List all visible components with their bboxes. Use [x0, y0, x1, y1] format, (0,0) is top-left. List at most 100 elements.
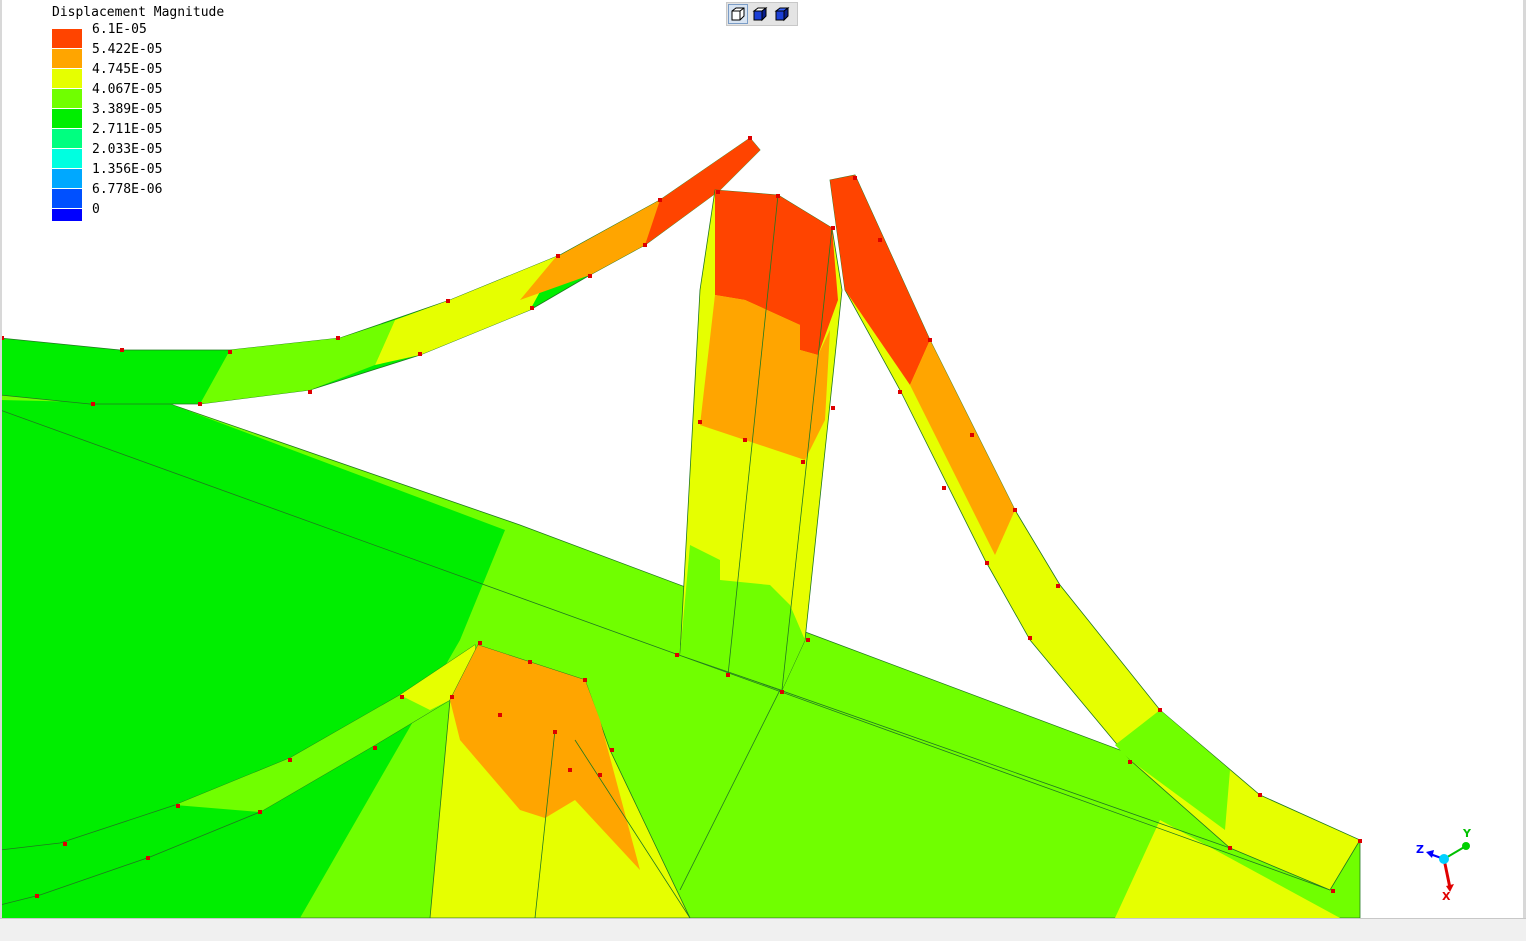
mesh-node [120, 348, 124, 352]
mesh-node [598, 773, 602, 777]
center-column-red [715, 190, 838, 355]
legend-title: Displacement Magnitude [52, 5, 225, 20]
mesh-node [308, 390, 312, 394]
mesh-node [450, 695, 454, 699]
mesh-node [658, 198, 662, 202]
mesh-node [176, 804, 180, 808]
mesh-node [35, 894, 39, 898]
mesh-node [1331, 889, 1335, 893]
mesh-node [1013, 508, 1017, 512]
mesh-node [258, 810, 262, 814]
mesh-node [1358, 839, 1362, 843]
mesh-node [418, 352, 422, 356]
upper-left-strut-red [645, 138, 760, 245]
legend-row: 4.745E-05 [52, 62, 224, 88]
upper-left-strut-lightgreen [200, 320, 395, 404]
mesh-node [831, 406, 835, 410]
solid-cube-icon [774, 7, 790, 22]
mesh-node [146, 856, 150, 860]
base-plate-yellow-zone [1115, 820, 1340, 918]
legend-row: 5.422E-05 [52, 42, 224, 68]
mesh-node [801, 460, 805, 464]
right-strut-red [830, 175, 930, 385]
mesh-node [831, 226, 835, 230]
legend-row: 0 [52, 202, 224, 222]
legend-row: 2.033E-05 [52, 142, 224, 168]
mesh-node [1128, 760, 1132, 764]
mesh-node [1158, 708, 1162, 712]
legend-swatch [52, 169, 82, 188]
legend-value: 3.389E-05 [92, 102, 163, 117]
legend-row: 6.1E-05 [52, 22, 224, 48]
viewport-frame-left [0, 0, 2, 918]
mesh-node [743, 438, 747, 442]
mesh-node [553, 730, 557, 734]
mesh-node [446, 299, 450, 303]
triad-x-label: X [1442, 890, 1451, 903]
legend-value: 2.033E-05 [92, 142, 163, 157]
mesh-node [878, 238, 882, 242]
mesh-node [1228, 846, 1232, 850]
mesh-node [780, 690, 784, 694]
mesh-node [610, 748, 614, 752]
mesh-node [1028, 636, 1032, 640]
legend-row: 6.778E-06 [52, 182, 224, 208]
status-bar [0, 918, 1526, 941]
legend-swatch [52, 109, 82, 128]
mesh-node [985, 561, 989, 565]
legend-swatch [52, 129, 82, 148]
legend-swatch [52, 29, 82, 48]
mesh-node [63, 842, 67, 846]
mesh-node [588, 274, 592, 278]
mesh-node [556, 254, 560, 258]
mesh-node [898, 390, 902, 394]
legend-value: 2.711E-05 [92, 122, 163, 137]
mesh-node [853, 176, 857, 180]
legend-swatch [52, 69, 82, 88]
legend-value: 5.422E-05 [92, 42, 163, 57]
legend-swatch [52, 89, 82, 108]
legend-row: 3.389E-05 [52, 102, 224, 128]
legend-value: 6.1E-05 [92, 22, 147, 37]
mesh-node [942, 486, 946, 490]
mesh-node [698, 420, 702, 424]
right-strut-orange [910, 340, 1015, 555]
mesh-node [643, 243, 647, 247]
mesh-node [675, 653, 679, 657]
legend-swatch [52, 209, 82, 221]
right-strut-green [1115, 710, 1230, 830]
mesh-node [583, 678, 587, 682]
mesh-node [1258, 793, 1262, 797]
legend-swatch [52, 189, 82, 208]
legend-row: 2.711E-05 [52, 122, 224, 148]
mesh-node [198, 402, 202, 406]
mesh-node [776, 194, 780, 198]
mesh-node [228, 350, 232, 354]
mesh-node [748, 136, 752, 140]
legend-row: 4.067E-05 [52, 82, 224, 108]
wireframe-cube-icon [731, 7, 745, 21]
triad-y-label: Y [1462, 827, 1472, 840]
contour-legend: Displacement Magnitude 6.1E-05 5.422E-05 4… [52, 4, 224, 222]
lower-column-orange [450, 645, 640, 870]
wireframe-view-button[interactable] [728, 4, 748, 24]
fea-contour-plot[interactable] [0, 0, 1526, 918]
upper-left-strut-yellow [375, 255, 560, 365]
solid-view-button[interactable] [772, 4, 792, 24]
mesh-node [1056, 584, 1060, 588]
axis-triad: Y Z X [1416, 827, 1472, 903]
mesh-node [806, 638, 810, 642]
base-plate-green-zone [0, 400, 505, 918]
view-mode-toolbar [726, 2, 798, 26]
mesh-node [373, 746, 377, 750]
mesh-node [716, 190, 720, 194]
mesh-node [928, 338, 932, 342]
mesh-node [568, 768, 572, 772]
legend-value: 1.356E-05 [92, 162, 163, 177]
legend-value: 4.067E-05 [92, 82, 163, 97]
center-column-green [680, 545, 805, 690]
shaded-view-button[interactable] [750, 4, 770, 24]
mesh-node [530, 306, 534, 310]
legend-value: 0 [92, 202, 100, 217]
